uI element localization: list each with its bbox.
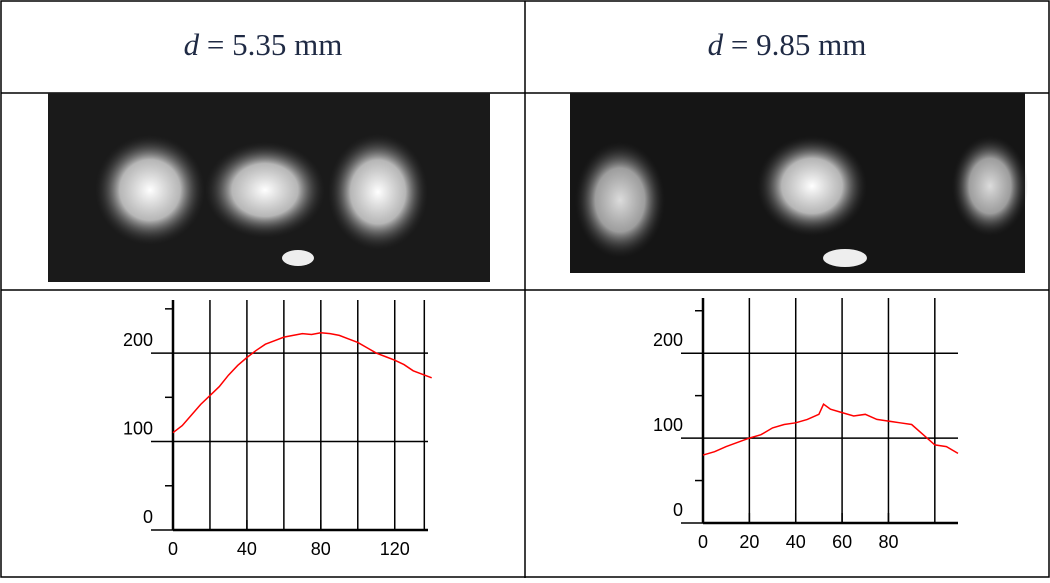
x-tick-label: 0 bbox=[698, 532, 708, 552]
y-tick-label: 100 bbox=[653, 415, 683, 435]
var: d bbox=[708, 27, 724, 62]
header-rest: = 5.35 mm bbox=[207, 27, 342, 62]
y-tick-label: 0 bbox=[673, 500, 683, 520]
image-1 bbox=[48, 93, 490, 282]
y-tick-label: 100 bbox=[123, 418, 153, 438]
x-tick-label: 120 bbox=[380, 539, 410, 559]
header-2: d = 9.85 mm bbox=[708, 27, 867, 62]
image-2 bbox=[570, 93, 1028, 273]
var: d bbox=[184, 27, 200, 62]
header-rest: = 9.85 mm bbox=[731, 27, 866, 62]
x-tick-label: 80 bbox=[311, 539, 331, 559]
y-tick-label: 200 bbox=[123, 330, 153, 350]
x-tick-label: 20 bbox=[739, 532, 759, 552]
y-tick-label: 0 bbox=[143, 507, 153, 527]
x-tick-label: 80 bbox=[878, 532, 898, 552]
y-tick-label: 200 bbox=[653, 330, 683, 350]
data-line bbox=[172, 331, 432, 434]
x-tick-label: 0 bbox=[168, 539, 178, 559]
data-line bbox=[702, 402, 959, 456]
header-1: d = 5.35 mm bbox=[184, 27, 343, 62]
x-tick-label: 40 bbox=[237, 539, 257, 559]
x-tick-label: 60 bbox=[832, 532, 852, 552]
x-tick-label: 40 bbox=[786, 532, 806, 552]
